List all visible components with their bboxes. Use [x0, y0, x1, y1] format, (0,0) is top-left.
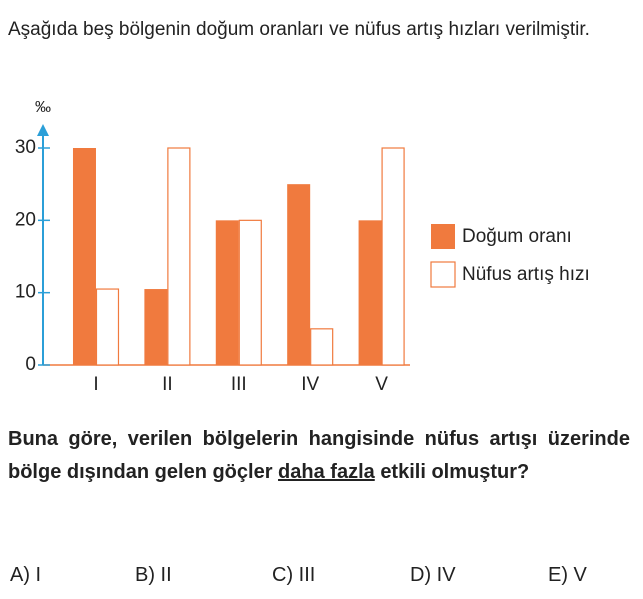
bar	[144, 289, 168, 365]
option[interactable]: C) III	[272, 564, 316, 586]
question-text: etkili olmuştur?	[380, 461, 530, 483]
option[interactable]: D) IV	[410, 564, 456, 586]
option[interactable]: A) I	[10, 564, 42, 586]
y-axis-label: ‰	[35, 99, 51, 116]
legend-label: Nüfus artış hızı	[462, 264, 590, 285]
bar	[215, 220, 239, 365]
option[interactable]: E) V	[548, 564, 587, 586]
y-tick-label: 10	[15, 282, 36, 303]
x-tick-label: V	[375, 374, 388, 395]
y-tick-label: 20	[15, 209, 36, 230]
bar	[167, 147, 191, 366]
question: Buna göre, verilen bölgelerin hangisinde…	[8, 423, 630, 489]
bar	[238, 219, 262, 366]
bar	[287, 184, 311, 365]
y-axis-arrow	[37, 124, 49, 136]
bar	[95, 288, 120, 366]
legend-label: Doğum oranı	[462, 226, 572, 247]
x-tick-label: II	[162, 374, 173, 395]
option[interactable]: B) II	[135, 564, 172, 586]
bar	[310, 328, 334, 366]
x-tick-label: I	[93, 374, 98, 395]
x-tick-label: III	[231, 374, 247, 395]
y-tick-label: 30	[15, 137, 36, 158]
legend-swatch	[430, 261, 456, 288]
y-tick-label: 0	[25, 354, 36, 375]
bar	[381, 147, 405, 366]
bar	[72, 148, 96, 365]
x-tick-label: IV	[301, 374, 319, 395]
question-emphasis: daha fazla	[278, 461, 375, 483]
question-text: Buna göre, verilen bölgelerin hangisinde…	[8, 428, 630, 483]
legend-swatch	[431, 224, 455, 249]
intro: Aşağıda beş bölgenin doğum oranları ve n…	[8, 19, 590, 40]
bar	[358, 220, 382, 365]
